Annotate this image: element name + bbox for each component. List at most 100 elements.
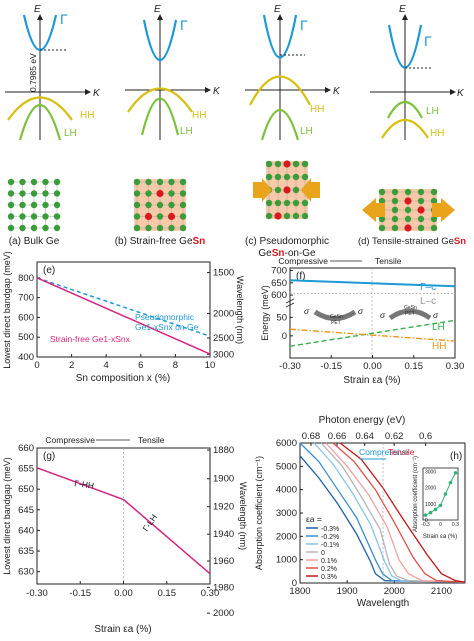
hh-band (249, 75, 311, 106)
ge-atom (378, 215, 386, 223)
ge-atom (133, 213, 141, 220)
sn-atom (167, 212, 176, 221)
substrate-label: PET (405, 311, 415, 317)
compressive-label: Compressive (45, 435, 95, 445)
ge-atom (274, 160, 282, 168)
ge-atom (292, 186, 300, 194)
sigma-left: σ (304, 306, 310, 316)
panel-e: (e) 0 2 4 6 8 10 400 500 600 700 800 1500 2000 2500 30… (2, 251, 245, 384)
inset-point (438, 503, 443, 508)
ge-atom (274, 199, 282, 207)
legend-label: 0.1% (321, 558, 337, 565)
y-tick-label: 650 (18, 484, 34, 495)
inset-frame (422, 467, 459, 521)
y-tick-label-right: 2000 (213, 608, 234, 619)
ge-atom (145, 190, 152, 197)
x-tick-label: -0.30 (279, 361, 301, 372)
ge-atom (133, 178, 141, 186)
substrate-arc (388, 308, 432, 321)
ge-atom (430, 197, 438, 205)
compressive-label: Compressive (278, 256, 328, 266)
ge-atom (265, 212, 273, 220)
ge-atom (179, 213, 187, 220)
ge-atom (145, 224, 152, 232)
series-lh (289, 319, 456, 347)
lh-label: LH (64, 128, 77, 139)
inset-point (443, 492, 448, 496)
y-tick-label-right: 1940 (213, 529, 234, 540)
k-axis-label: K (333, 86, 341, 97)
ge-atom (417, 188, 425, 196)
ge-atom (30, 178, 38, 186)
absorption-curve (299, 455, 466, 583)
x-tick-label: 0 (34, 360, 39, 371)
y-tick-label: 645 (18, 505, 34, 516)
ge-atom (168, 201, 175, 209)
y-tick-label: 0 (292, 578, 297, 589)
band-diagram-a: E K 0.7985 eV Γ HH LH (5, 4, 101, 141)
band-diagram-d: E K Γ LH HH (370, 4, 465, 140)
y-tick-label: 660 (18, 443, 34, 454)
ge-atom (404, 215, 412, 223)
hh-band (381, 119, 429, 139)
label-strain-free: Strain-free Ge1-xSnx (50, 334, 131, 344)
absorption-curves (299, 442, 466, 583)
ge-atom (179, 201, 187, 209)
top-tick-label: 0.62 (385, 431, 404, 442)
series-gamma-c (289, 279, 456, 288)
gamma-label: Γ (60, 11, 68, 27)
y-tick-label: 630 (18, 567, 34, 578)
k-axis-label: K (213, 86, 221, 97)
ge-atom (30, 213, 38, 220)
gamma-band (142, 19, 178, 61)
e-axis-label: E (274, 4, 281, 15)
label-pseudomorphic-2: Ge1-xSnx on Ge (135, 322, 199, 332)
lh-band (387, 100, 423, 119)
inset-point (423, 513, 428, 517)
ge-atom (7, 213, 15, 220)
ge-atom (301, 212, 309, 220)
panel-f: Compressive Tensile (f) -0.30 -0.15 0.00 0.… (260, 256, 464, 386)
y-tick-label-right: 2000 (213, 308, 234, 319)
lattice-strain-free-gesn (133, 178, 187, 232)
y-tick-label-right: 1920 (213, 502, 234, 513)
sn-atom (404, 224, 412, 232)
x-tick-label: -0.30 (26, 588, 48, 599)
absorption-curve (325, 442, 466, 583)
legend-label: -0.2% (321, 534, 339, 541)
ge-atom (53, 190, 61, 197)
ge-atom (133, 190, 141, 197)
ge-atom (301, 173, 309, 181)
sn-atom (156, 189, 164, 198)
ge-atom (19, 224, 26, 232)
e-axis-label: E (399, 4, 406, 15)
ge-atom (265, 199, 273, 207)
y-tick-label: 600 (271, 290, 287, 301)
ge-atom (391, 215, 399, 223)
absorption-curve (299, 442, 466, 583)
band-diagram-b: E K Γ HH LH (125, 4, 221, 140)
y-tick-label: 0 (282, 331, 287, 342)
ge-atom (156, 224, 164, 232)
inset-x-tick-label: 0.3 (452, 522, 459, 528)
sn-atom (417, 206, 425, 214)
tensile-arrow-left (362, 198, 385, 222)
top-tick-label: 0.6 (419, 431, 432, 442)
inset-x-label: Strain εa (%) (423, 534, 457, 540)
top-axis-label: Photon energy (eV) (319, 415, 406, 426)
legend-label: 0.2% (321, 566, 337, 573)
inset-y-tick-label: 3000 (425, 469, 436, 475)
ge-atom (292, 173, 300, 181)
ge-atom (265, 173, 273, 181)
plot-frame (36, 261, 211, 358)
label-gamma-hh: Γ-HH (74, 478, 95, 491)
hh-band (7, 96, 73, 121)
ge-atom (168, 224, 175, 232)
ge-atom (430, 215, 438, 223)
y-tick-label: 4000 (276, 485, 297, 496)
legend-label: 0 (321, 550, 325, 557)
ge-atom (179, 190, 187, 197)
hh-label: HH (310, 104, 324, 115)
